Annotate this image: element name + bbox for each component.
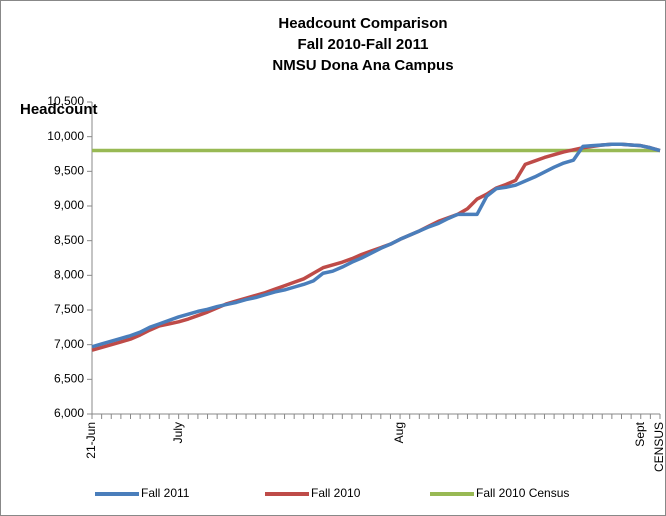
y-tick-label: 9,000: [54, 198, 84, 212]
x-tick-label: Aug: [392, 422, 406, 443]
y-tick-label: 6,500: [54, 372, 84, 386]
x-tick-label: 21-Jun: [84, 422, 98, 459]
y-tick-label: 8,000: [54, 268, 84, 282]
y-tick-label: 6,000: [54, 406, 84, 420]
y-tick-label: 10,000: [47, 129, 84, 143]
y-tick-label: 10,500: [47, 94, 84, 108]
chart-title: NMSU Dona Ana Campus: [272, 57, 453, 74]
legend-label: Fall 2011: [141, 486, 190, 500]
legend-label: Fall 2010: [311, 486, 361, 500]
y-tick-label: 8,500: [54, 233, 84, 247]
y-tick-label: 9,500: [54, 164, 84, 178]
x-tick-label: July: [171, 422, 185, 443]
chart-title: Fall 2010-Fall 2011: [298, 36, 429, 53]
legend-label: Fall 2010 Census: [476, 486, 569, 500]
x-tick-label: CENSUS: [652, 422, 666, 472]
series-line: [91, 142, 661, 349]
y-axis-title: Headcount: [20, 101, 98, 118]
chart-title: Headcount Comparison: [278, 15, 447, 32]
x-tick-label: Sept: [633, 421, 647, 446]
y-tick-label: 7,500: [54, 302, 84, 316]
y-tick-label: 7,000: [54, 337, 84, 351]
